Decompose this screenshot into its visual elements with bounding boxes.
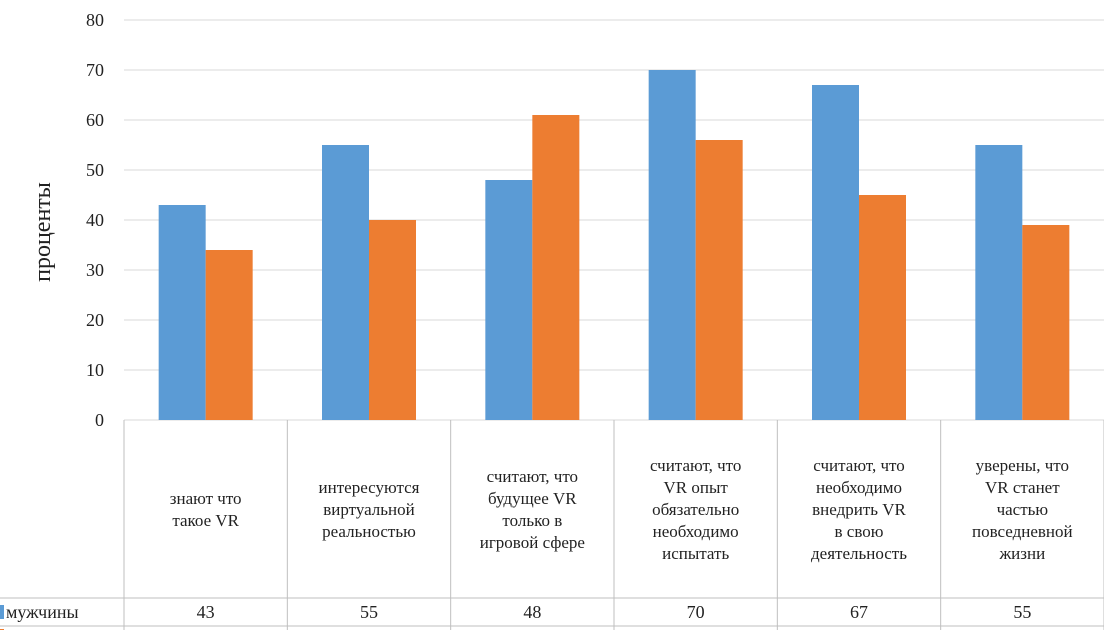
series-name: мужчины: [6, 602, 79, 622]
y-tick-label: 80: [86, 10, 104, 30]
y-tick-label: 10: [86, 360, 104, 380]
category-label: уверены, что VR станет частью повседневной ж…: [972, 456, 1073, 563]
data-value: 40: [360, 626, 378, 630]
category-label: знают что такое VR: [170, 489, 242, 530]
y-tick-label: 30: [86, 260, 104, 280]
y-axis-label: проценты: [30, 182, 56, 282]
data-value: 70: [687, 602, 705, 622]
bar-women: [532, 115, 580, 420]
y-tick-label: 60: [86, 110, 104, 130]
data-value: 48: [523, 602, 541, 622]
y-tick-label: 40: [86, 210, 104, 230]
bar-men: [648, 70, 696, 420]
bar-men: [812, 85, 859, 420]
data-value: 56: [687, 626, 705, 630]
data-value: 67: [850, 602, 868, 622]
bar-men: [322, 145, 369, 420]
bar-men: [158, 205, 206, 420]
data-value: 43: [197, 602, 215, 622]
category-label: интересуются виртуальной реальностью: [319, 478, 420, 541]
bar-women: [369, 220, 416, 420]
data-value: 45: [850, 626, 868, 630]
y-tick-label: 20: [86, 310, 104, 330]
bar-women: [1022, 225, 1070, 420]
data-value: 34: [197, 626, 215, 630]
category-label: считают, что VR опыт обязательно необходимо…: [650, 456, 741, 563]
bars: [158, 70, 1070, 420]
data-value: 39: [1013, 626, 1031, 630]
category-label: считают, что необходимо внедрить VR в свою д…: [811, 456, 907, 563]
data-value: 55: [1013, 602, 1031, 622]
y-tick-label: 50: [86, 160, 104, 180]
bar-women: [859, 195, 906, 420]
y-tick-label: 70: [86, 60, 104, 80]
data-table: знают что такое VR интересуются виртуальной…: [0, 420, 1104, 630]
bar-men: [485, 180, 533, 420]
bar-men: [975, 145, 1023, 420]
data-value: 61: [523, 626, 541, 630]
bar-women: [695, 140, 743, 420]
bar-women: [205, 250, 253, 420]
y-tick-label: 0: [95, 410, 104, 430]
data-value: 55: [360, 602, 378, 622]
category-label: считают, что будущее VR только в игровой сф…: [480, 467, 585, 552]
gridlines: [124, 19, 1104, 421]
y-axis-ticks: 0 10 20 30 40 50 60 70 80: [86, 10, 104, 430]
series-name: женщины: [5, 626, 81, 630]
legend-key-men: [0, 605, 4, 619]
